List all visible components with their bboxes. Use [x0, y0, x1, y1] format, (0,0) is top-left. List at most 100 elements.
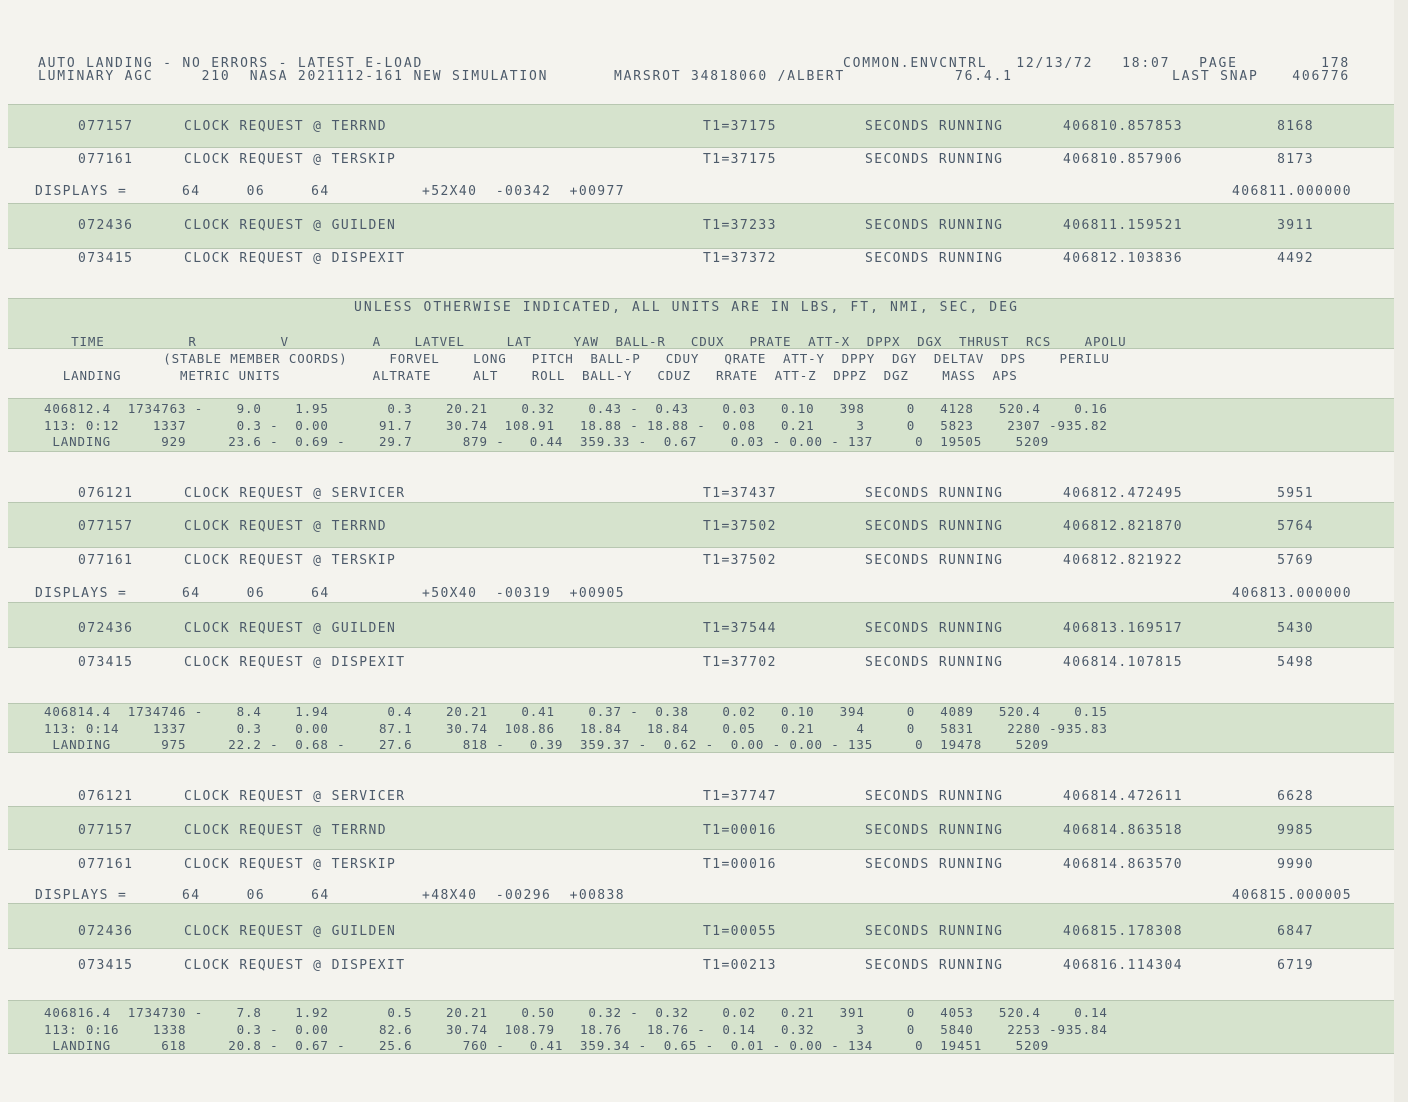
- data-block: 406816.4 1734730 - 7.8 1.92 0.5 20.21 0.…: [0, 1005, 1400, 1055]
- column-header-3: LANDING METRIC UNITS ALTRATE ALT ROLL BA…: [46, 368, 1018, 383]
- clock-time: 406810.857853: [1063, 119, 1183, 134]
- clock-row: 073415 CLOCK REQUEST @ DISPEXIT T1=00213 SE…: [0, 958, 1400, 974]
- data-line: 113: 0:16 1338 0.3 - 0.00 82.6 30.74 108…: [44, 1022, 1108, 1037]
- clock-status: SECONDS RUNNING: [865, 823, 1004, 838]
- clock-row: 076121 CLOCK REQUEST @ SERVICER T1=37747 SE…: [0, 789, 1400, 805]
- clock-t1: T1=37747: [703, 789, 777, 804]
- greenbar-band: [8, 398, 1396, 452]
- clock-t1: T1=37502: [703, 519, 777, 534]
- data-line: 113: 0:14 1337 0.3 0.00 87.1 30.74 108.8…: [44, 721, 1108, 736]
- clock-t1: T1=37175: [703, 119, 777, 134]
- clock-row: 077157 CLOCK REQUEST @ TERRND T1=37175 SECO…: [0, 119, 1400, 135]
- displays-time: 406811.000000: [1232, 184, 1352, 199]
- clock-desc: CLOCK REQUEST @ TERRND: [184, 119, 387, 134]
- clock-t1: T1=00016: [703, 823, 777, 838]
- clock-row: 077161 CLOCK REQUEST @ TERSKIP T1=37502 SEC…: [0, 553, 1400, 569]
- clock-desc: CLOCK REQUEST @ GUILDEN: [184, 218, 397, 233]
- clock-status: SECONDS RUNNING: [865, 789, 1004, 804]
- header-title: AUTO LANDING - NO ERRORS - LATEST E-LOAD: [38, 56, 424, 71]
- displays-time: 406815.000005: [1232, 888, 1352, 903]
- clock-row: 077157 CLOCK REQUEST @ TERRND T1=37502 SECO…: [0, 519, 1400, 535]
- clock-time: 406810.857906: [1063, 152, 1183, 167]
- greenbar-band: [8, 298, 1396, 349]
- clock-row: 073415 CLOCK REQUEST @ DISPEXIT T1=37372 SE…: [0, 251, 1400, 267]
- displays-vector: +48X40 -00296 +00838: [422, 888, 625, 903]
- clock-time: 406812.821922: [1063, 553, 1183, 568]
- data-line: 406816.4 1734730 - 7.8 1.92 0.5 20.21 0.…: [44, 1005, 1108, 1020]
- clock-code: 077157: [78, 119, 134, 134]
- clock-count: 5764: [1277, 519, 1314, 534]
- displays-row: DISPLAYS = 64 06 64 +50X40 -00319 +00905 40…: [0, 586, 1400, 602]
- displays-label: DISPLAYS =: [35, 586, 128, 601]
- data-line: 406814.4 1734746 - 8.4 1.94 0.4 20.21 0.…: [44, 704, 1108, 719]
- clock-desc: CLOCK REQUEST @ SERVICER: [184, 486, 406, 501]
- clock-t1: T1=00055: [703, 924, 777, 939]
- greenbar-band: [8, 502, 1396, 548]
- clock-desc: CLOCK REQUEST @ TERSKIP: [184, 152, 397, 167]
- clock-code: 077157: [78, 823, 134, 838]
- clock-status: SECONDS RUNNING: [865, 655, 1004, 670]
- clock-code: 077161: [78, 553, 134, 568]
- header-marsrot: MARSROT 34818060 /ALBERT: [614, 69, 846, 84]
- data-line: LANDING 975 22.2 - 0.68 - 27.6 818 - 0.3…: [44, 737, 1050, 752]
- data-line: LANDING 929 23.6 - 0.69 - 29.7 879 - 0.4…: [44, 434, 1050, 449]
- clock-status: SECONDS RUNNING: [865, 218, 1004, 233]
- header-subtitle: LUMINARY AGC 210 NASA 2021112-161 NEW SI…: [38, 69, 549, 84]
- greenbar-band: [8, 806, 1396, 850]
- clock-desc: CLOCK REQUEST @ TERSKIP: [184, 553, 397, 568]
- displays-values: 64 06 64: [182, 184, 330, 199]
- clock-code: 076121: [78, 486, 134, 501]
- data-line: 113: 0:12 1337 0.3 - 0.00 91.7 30.74 108…: [44, 418, 1108, 433]
- greenbar-band: [8, 1000, 1396, 1054]
- clock-code: 072436: [78, 621, 134, 636]
- clock-desc: CLOCK REQUEST @ DISPEXIT: [184, 655, 406, 670]
- clock-code: 073415: [78, 655, 134, 670]
- data-line: LANDING 618 20.8 - 0.67 - 25.6 760 - 0.4…: [44, 1038, 1050, 1053]
- clock-code: 073415: [78, 958, 134, 973]
- clock-row: 076121 CLOCK REQUEST @ SERVICER T1=37437 SE…: [0, 486, 1400, 502]
- clock-row: 072436 CLOCK REQUEST @ GUILDEN T1=00055 SEC…: [0, 924, 1400, 940]
- clock-t1: T1=37175: [703, 152, 777, 167]
- clock-time: 406815.178308: [1063, 924, 1183, 939]
- clock-time: 406814.472611: [1063, 789, 1183, 804]
- clock-count: 6847: [1277, 924, 1314, 939]
- column-header-1: TIME R V A LATVEL LAT YAW BALL-R CDUX PR…: [46, 334, 1127, 349]
- clock-status: SECONDS RUNNING: [865, 152, 1004, 167]
- clock-desc: CLOCK REQUEST @ SERVICER: [184, 789, 406, 804]
- clock-status: SECONDS RUNNING: [865, 251, 1004, 266]
- clock-count: 9985: [1277, 823, 1314, 838]
- displays-vector: +52X40 -00342 +00977: [422, 184, 625, 199]
- clock-count: 9990: [1277, 857, 1314, 872]
- displays-values: 64 06 64: [182, 586, 330, 601]
- clock-time: 406812.103836: [1063, 251, 1183, 266]
- clock-time: 406814.107815: [1063, 655, 1183, 670]
- data-block: 406812.4 1734763 - 9.0 1.95 0.3 20.21 0.…: [0, 401, 1400, 451]
- header-info: COMMON.ENVCNTRL 12/13/72 18:07 PAGE: [843, 56, 1238, 71]
- clock-status: SECONDS RUNNING: [865, 857, 1004, 872]
- header-version: 76.4.1: [955, 69, 1013, 84]
- header-snap-label: LAST SNAP: [1172, 69, 1259, 84]
- clock-code: 077157: [78, 519, 134, 534]
- clock-status: SECONDS RUNNING: [865, 553, 1004, 568]
- displays-row: DISPLAYS = 64 06 64 +52X40 -00342 +00977 40…: [0, 184, 1400, 200]
- clock-row: 077161 CLOCK REQUEST @ TERSKIP T1=00016 SEC…: [0, 857, 1400, 873]
- data-line: 406812.4 1734763 - 9.0 1.95 0.3 20.21 0.…: [44, 401, 1108, 416]
- paper-edge: [1394, 0, 1408, 1102]
- clock-time: 406812.821870: [1063, 519, 1183, 534]
- clock-desc: CLOCK REQUEST @ GUILDEN: [184, 924, 397, 939]
- clock-desc: CLOCK REQUEST @ DISPEXIT: [184, 958, 406, 973]
- clock-count: 5769: [1277, 553, 1314, 568]
- clock-desc: CLOCK REQUEST @ TERRND: [184, 519, 387, 534]
- clock-code: 077161: [78, 857, 134, 872]
- clock-count: 5498: [1277, 655, 1314, 670]
- clock-count: 3911: [1277, 218, 1314, 233]
- clock-code: 076121: [78, 789, 134, 804]
- clock-code: 073415: [78, 251, 134, 266]
- clock-time: 406811.159521: [1063, 218, 1183, 233]
- units-note: UNLESS OTHERWISE INDICATED, ALL UNITS AR…: [354, 300, 1020, 315]
- clock-time: 406816.114304: [1063, 958, 1183, 973]
- clock-count: 6719: [1277, 958, 1314, 973]
- clock-code: 072436: [78, 924, 134, 939]
- clock-row: 072436 CLOCK REQUEST @ GUILDEN T1=37544 SEC…: [0, 621, 1400, 637]
- displays-vector: +50X40 -00319 +00905: [422, 586, 625, 601]
